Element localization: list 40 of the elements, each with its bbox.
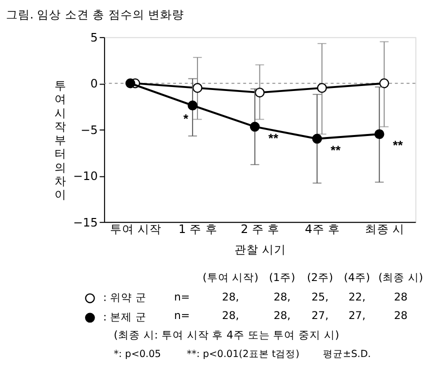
y-tick-label: −15 <box>73 215 98 230</box>
text: 28, <box>274 290 291 304</box>
text: 25, <box>312 290 329 304</box>
x-tick-label: 투여 시작 <box>110 222 162 236</box>
text: **: p<0.01(2표본 t검정) <box>186 349 300 360</box>
annotation: ** <box>268 131 278 146</box>
text: 27, <box>312 309 329 322</box>
text: (4주) <box>344 271 370 284</box>
annotation: ** <box>392 138 403 153</box>
text: 투여시작부터의 차이 <box>54 78 66 202</box>
legend-label: : 위약 군 <box>103 291 147 304</box>
text: 28, <box>222 309 240 322</box>
text: (최종 시: 투여 시작 후 4주 또는 투여 중지 시) <box>114 328 340 342</box>
x-tick-label: 최종 시 <box>364 222 405 236</box>
y-tick-label: 5 <box>90 30 98 44</box>
x-tick-label: 4주 후 <box>304 222 340 236</box>
text: (최종 시) <box>378 271 424 284</box>
y-tick-label: −5 <box>80 122 98 137</box>
text: (2주) <box>306 271 334 284</box>
text: 평균±S.D. <box>322 349 371 360</box>
text: (1주) <box>269 271 296 284</box>
x-axis-title: 관찰 시기 <box>234 242 286 257</box>
x-tick-label: 1 주 후 <box>178 222 218 236</box>
y-tick-label: −10 <box>73 169 98 184</box>
text: (투여 시작) <box>202 271 258 284</box>
text: 22, <box>348 290 366 304</box>
chart-title: 그림. 임상 소견 총 점수의 변화량 <box>6 8 184 22</box>
text: n= <box>174 290 190 304</box>
legend-label: : 본제 군 <box>103 310 147 324</box>
text: 28, <box>274 309 291 322</box>
text: 28 <box>394 309 408 322</box>
y-tick-label: 0 <box>90 76 98 91</box>
text: *: p<0.05 <box>114 349 161 360</box>
text: 28, <box>222 290 240 304</box>
text: n= <box>174 309 190 322</box>
text: 28 <box>394 290 408 304</box>
annotation: * <box>183 112 188 126</box>
annotation: ** <box>330 143 341 158</box>
text: 27, <box>348 309 366 322</box>
x-tick-label: 2 주 후 <box>240 222 280 236</box>
